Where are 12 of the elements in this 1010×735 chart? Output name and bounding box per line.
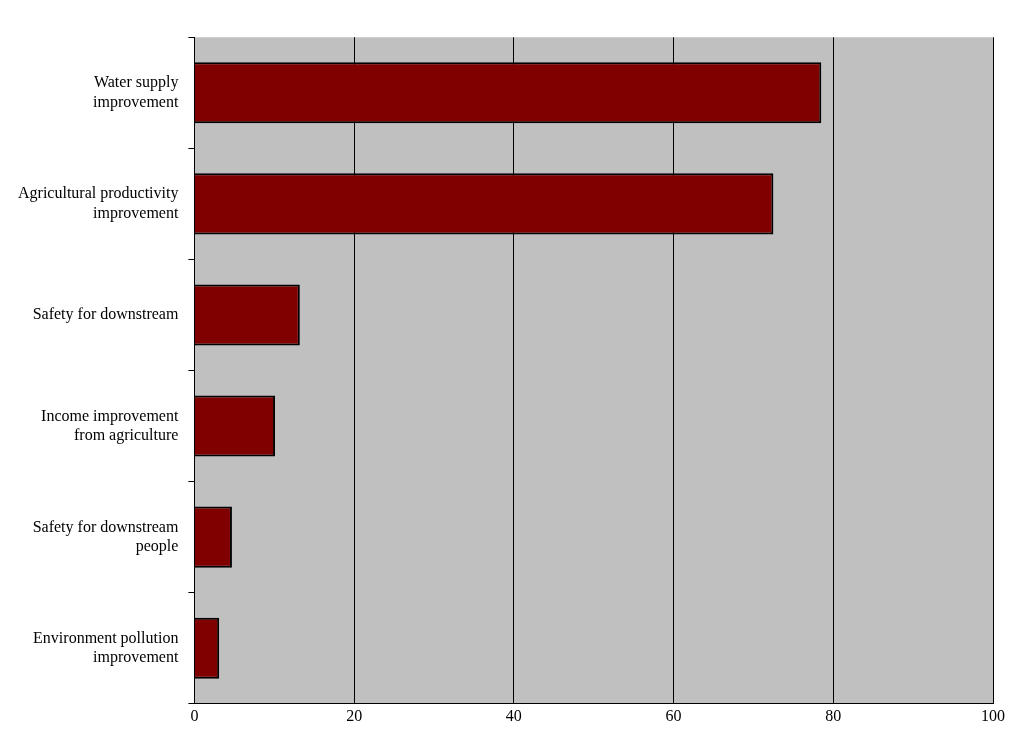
y-tick-label: Agricultural productivity improvement: [18, 184, 179, 222]
x-tick-label: 0: [190, 706, 199, 724]
x-tick-label: 20: [346, 706, 363, 724]
y-tick-label: Water supply improvement: [93, 73, 179, 111]
x-tick-label: 40: [505, 706, 522, 724]
y-tick-label: Safety for downstream people: [32, 517, 179, 555]
y-tick-label: Environment pollution improvement: [33, 628, 179, 667]
y-tick-label: Safety for downstream: [32, 305, 179, 324]
x-tick-label: 80: [825, 706, 842, 724]
x-tick-label: 100: [981, 706, 1005, 724]
y-tick-label: Income improvement from agriculture: [41, 406, 179, 444]
x-tick-label: 60: [665, 706, 682, 724]
